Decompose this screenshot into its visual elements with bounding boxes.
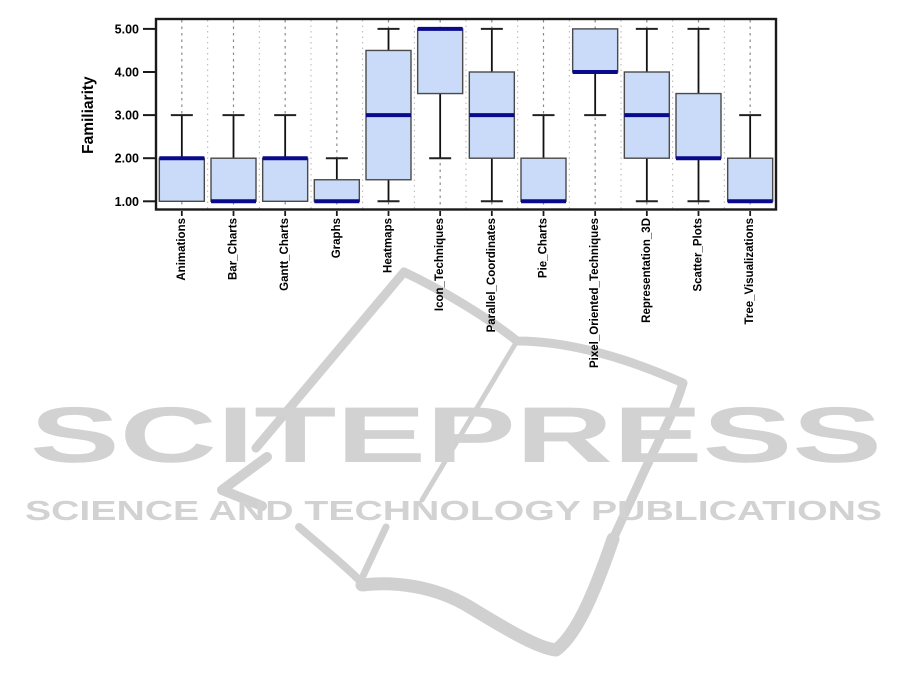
box-Graphs bbox=[313, 179, 361, 202]
y-axis-label: 3.00 bbox=[115, 109, 139, 123]
box-Animations bbox=[158, 157, 206, 202]
x-axis-label-Gantt_Charts: Gantt_Charts bbox=[279, 218, 291, 291]
box-Pixel_Oriented_Techniques bbox=[571, 28, 619, 73]
watermark-ribbon-thin-line bbox=[419, 338, 520, 503]
watermark-ribbon-chevron bbox=[217, 452, 272, 511]
watermark-brand-text: SCITEPRESS bbox=[30, 390, 882, 479]
box-Tree_Visualizations bbox=[726, 157, 774, 202]
y-axis-label: 5.00 bbox=[115, 22, 139, 36]
boxplot-chart: Animations Bar_Charts Gantt_Charts Graphs He… bbox=[80, 17, 778, 368]
x-axis-label-Tree_Visualizations: Tree_Visualizations bbox=[744, 218, 756, 325]
x-axis-label-Graphs: Graphs bbox=[331, 218, 343, 258]
x-axis-label-Animations: Animations bbox=[176, 218, 188, 281]
box-Gantt_Charts bbox=[261, 157, 309, 202]
scitepress-watermark: SCITEPRESS SCIENCE AND TECHNOLOGY PUBLIC… bbox=[25, 267, 882, 657]
box-Icon_Techniques bbox=[416, 28, 464, 95]
x-axis-label-Pixel_Oriented_Techniques: Pixel_Oriented_Techniques bbox=[589, 218, 601, 368]
x-axis-label-Heatmaps: Heatmaps bbox=[383, 218, 395, 273]
y-axis-label: 4.00 bbox=[115, 66, 139, 80]
box-Scatter_Plots bbox=[675, 92, 722, 159]
box-Pie_Charts bbox=[520, 157, 567, 202]
watermark-ribbon-wing bbox=[295, 523, 366, 587]
y-axis-label: 1.00 bbox=[115, 195, 139, 209]
x-axis-label-Icon_Techniques: Icon_Techniques bbox=[434, 218, 446, 311]
x-axis-label-Representation_3D: Representation_3D bbox=[641, 218, 653, 323]
watermark-ribbon-bottom-wave bbox=[355, 532, 620, 657]
plot-border bbox=[154, 17, 778, 211]
watermark-ribbon-arrow-slash bbox=[359, 523, 390, 580]
watermark-ribbon-main-stroke bbox=[251, 267, 688, 544]
y-axis-title: Familiarity bbox=[80, 76, 97, 154]
x-axis-label-Pie_Charts: Pie_Charts bbox=[538, 218, 550, 278]
watermark-subtitle-text: SCIENCE AND TECHNOLOGY PUBLICATIONS bbox=[25, 495, 882, 526]
x-axis-label-Bar_Charts: Bar_Charts bbox=[228, 218, 240, 280]
watermark-ribbon bbox=[217, 267, 688, 657]
y-axis-label: 2.00 bbox=[115, 152, 139, 166]
x-axis-label-Parallel_Coordinates: Parallel_Coordinates bbox=[486, 218, 498, 332]
x-axis-label-Scatter_Plots: Scatter_Plots bbox=[693, 218, 705, 292]
box-Bar_Charts bbox=[210, 157, 257, 202]
